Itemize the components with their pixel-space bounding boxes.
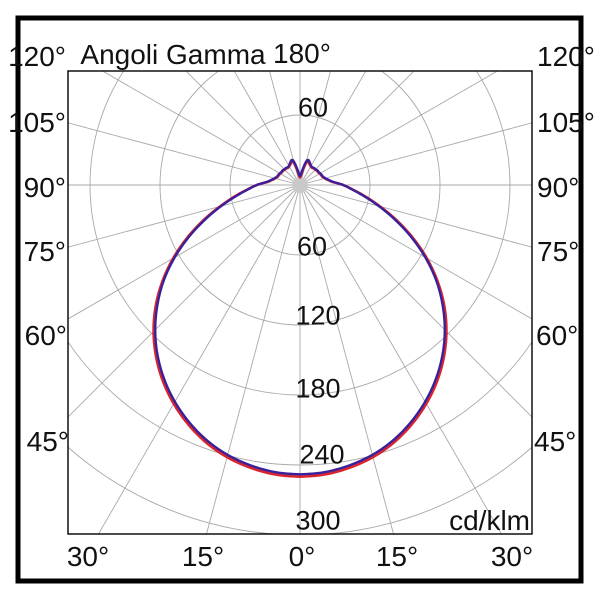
unit-label: cd/klm [449, 505, 530, 536]
angle-label-bottom-30l: 30° [66, 541, 110, 572]
angle-label-left-120: 120° [8, 41, 66, 72]
angle-label-left-45: 45° [26, 426, 69, 457]
angle-label-right-105: 105° [537, 107, 595, 138]
angle-label-left-90: 90° [23, 172, 66, 203]
angle-label-top-180: 180° [273, 38, 331, 69]
radial-tick-label-120: 120 [295, 300, 341, 331]
angle-label-right-75: 75° [537, 236, 580, 267]
angle-label-left-75: 75° [23, 236, 66, 267]
angle-label-left-60: 60° [24, 320, 67, 351]
angle-label-bottom-30r: 30° [490, 541, 534, 572]
angle-label-bottom-15l: 15° [181, 541, 225, 572]
chart-title: Angoli Gamma [80, 39, 266, 70]
angle-label-right-60: 60° [536, 320, 579, 351]
radial-tick-label-180: 180 [295, 373, 341, 404]
radial-tick-label-60-top: 60 [297, 92, 329, 123]
angle-label-left-105: 105° [8, 107, 66, 138]
angle-label-right-90: 90° [537, 172, 580, 203]
angle-label-right-45: 45° [534, 426, 577, 457]
angle-label-bottom-0: 0° [288, 541, 316, 572]
radial-tick-label-300: 300 [295, 505, 341, 536]
angle-label-bottom-15r: 15° [375, 541, 419, 572]
radial-tick-label-60: 60 [296, 231, 328, 262]
radial-tick-label-240: 240 [299, 439, 345, 470]
angle-label-right-120: 120° [537, 41, 595, 72]
